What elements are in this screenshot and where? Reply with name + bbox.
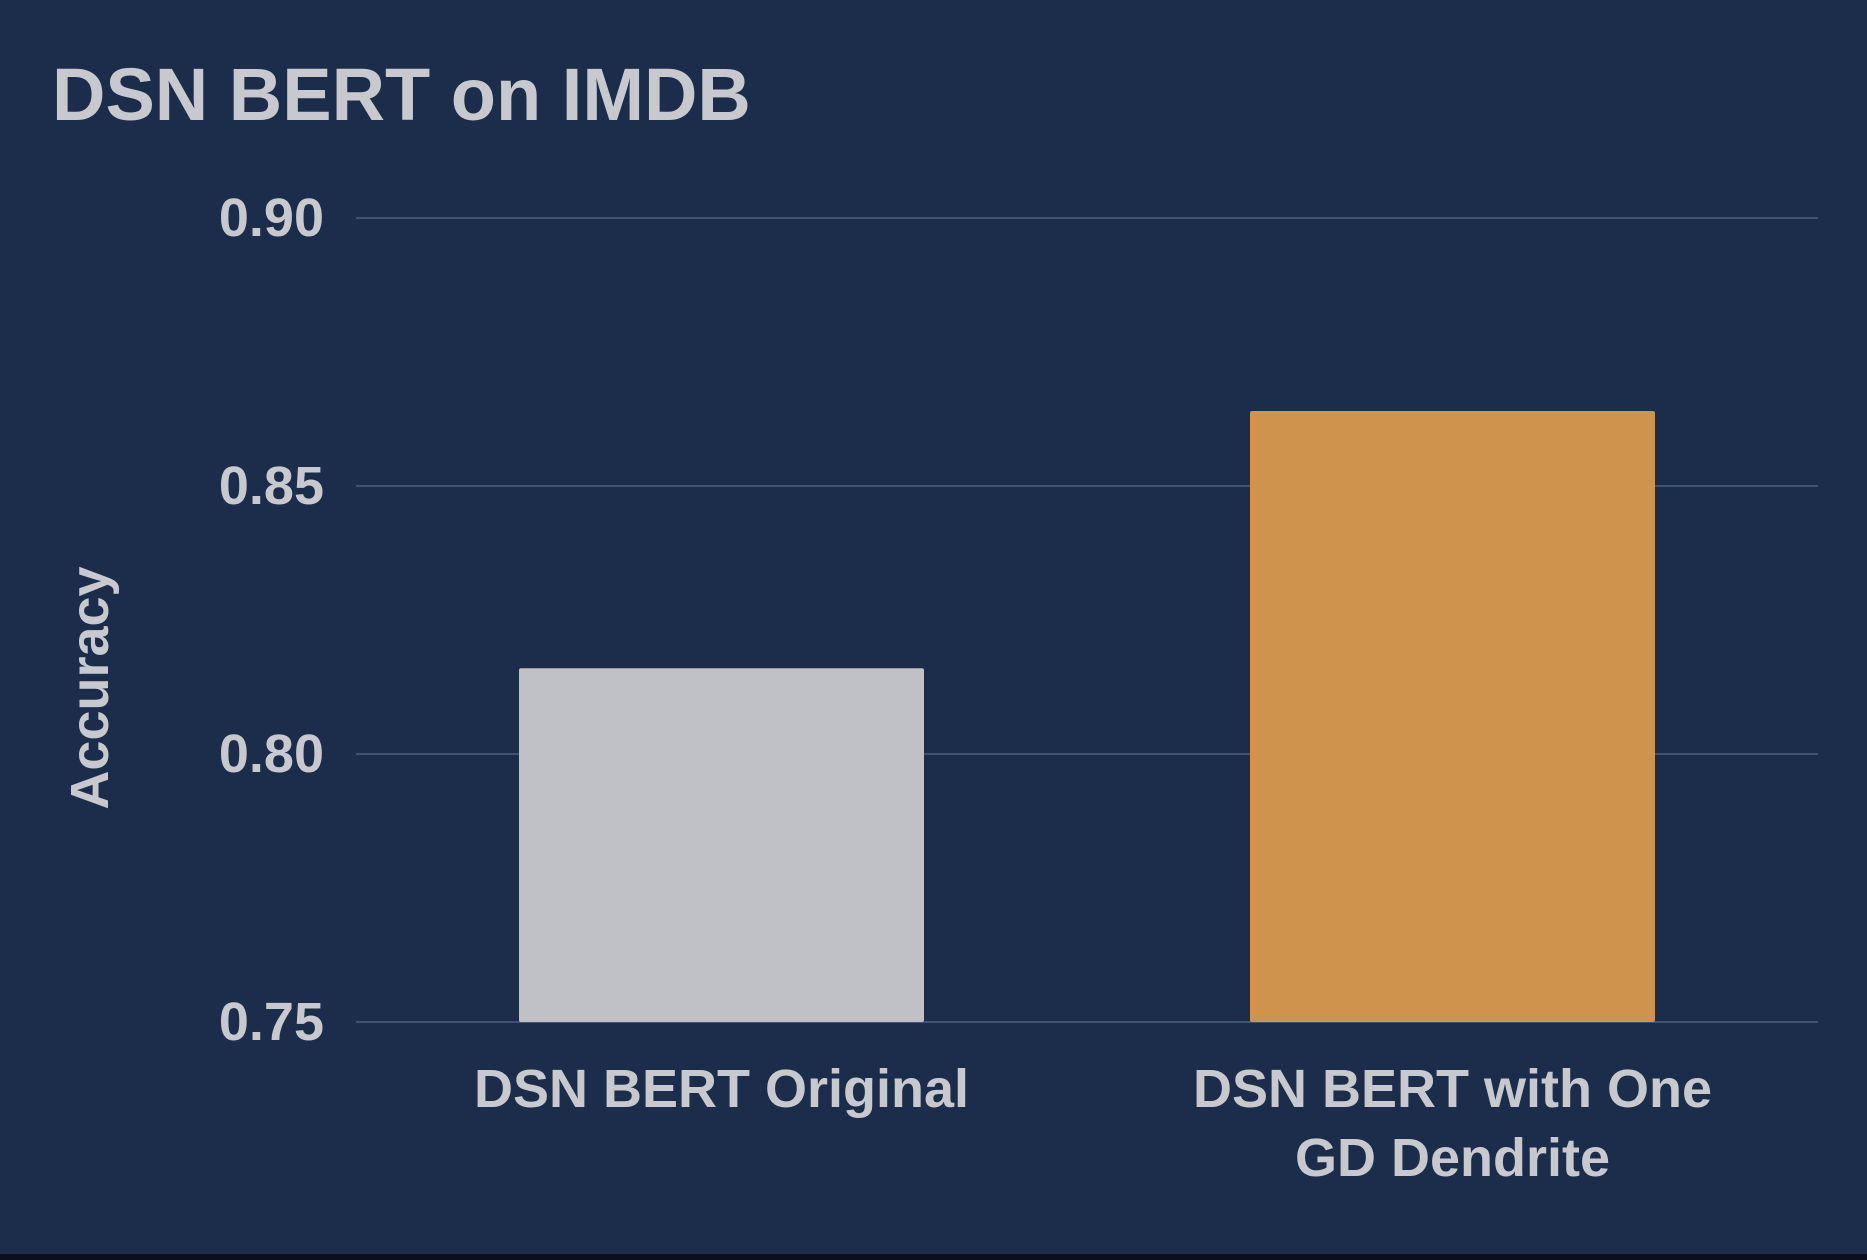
y-tick-label: 0.80 bbox=[219, 724, 324, 784]
bars bbox=[519, 410, 1655, 1023]
y-tick-labels: 0.75 0.80 0.85 0.90 bbox=[219, 188, 324, 1052]
x-tick-label: DSN BERT Original bbox=[474, 1059, 969, 1119]
bottom-border bbox=[0, 1254, 1867, 1260]
bar bbox=[1250, 410, 1655, 1023]
x-tick-labels: DSN BERT Original DSN BERT with One GD Den… bbox=[474, 1059, 1712, 1188]
x-tick-label: DSN BERT with One GD Dendrite bbox=[1193, 1059, 1712, 1188]
bar bbox=[519, 668, 924, 1022]
y-tick-label: 0.90 bbox=[219, 188, 324, 248]
y-tick-label: 0.75 bbox=[219, 992, 324, 1052]
chart-title: DSN BERT on IMDB bbox=[52, 53, 751, 136]
y-tick-label: 0.85 bbox=[219, 456, 324, 516]
y-axis-label: Accuracy bbox=[60, 566, 120, 809]
